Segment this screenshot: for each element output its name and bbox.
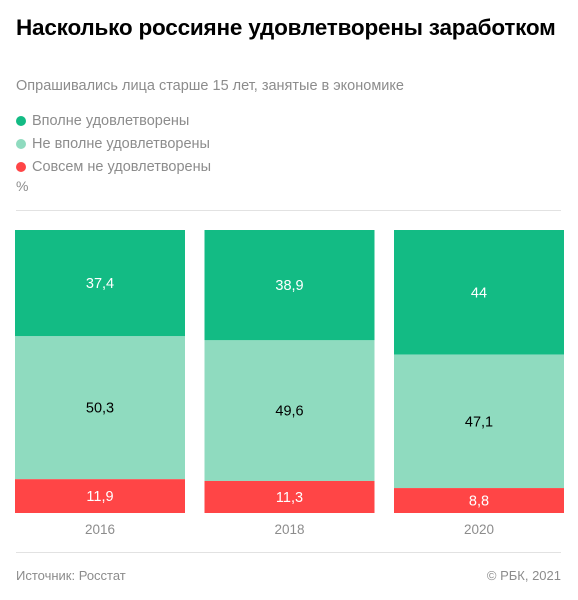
- data-label-2020-1: 44: [471, 285, 487, 301]
- data-label-2020-3: 8,8: [469, 494, 489, 510]
- legend-item-not-satisfied: Совсем не удовлетворены: [16, 155, 211, 178]
- data-label-2016-2: 50,3: [86, 401, 114, 417]
- legend-label: Вполне удовлетворены: [32, 112, 190, 129]
- data-label-2016-1: 37,4: [86, 276, 114, 292]
- data-label-2018-1: 38,9: [275, 278, 303, 294]
- legend-label: Совсем не удовлетворены: [32, 158, 211, 175]
- x-tick-label-2018: 2018: [274, 522, 304, 537]
- bar-segment-2020-2: [394, 354, 564, 489]
- chart-title: Насколько россияне удовлетворены заработ…: [16, 15, 556, 40]
- copyright-note: © РБК, 2021: [486, 568, 561, 583]
- legend-swatch-icon: [16, 161, 26, 172]
- chart-subtitle: Опрашивались лица старше 15 лет, занятые…: [16, 78, 404, 94]
- bar-segment-2016-2: [15, 336, 185, 480]
- top-divider: [16, 210, 561, 211]
- legend-item-fully-satisfied: Вполне удовлетворены: [16, 109, 211, 132]
- legend-item-partly-satisfied: Не вполне удовлетворены: [16, 132, 211, 155]
- legend-swatch-icon: [16, 115, 26, 126]
- source-note: Источник: Росстат: [16, 568, 126, 583]
- bar-segment-2020-1: [394, 230, 564, 355]
- x-tick-label-2016: 2016: [85, 522, 115, 537]
- data-label-2018-2: 49,6: [275, 404, 303, 420]
- legend: Вполне удовлетворены Не вполне удовлетво…: [16, 109, 211, 178]
- x-tick-label-2020: 2020: [464, 522, 494, 537]
- legend-swatch-icon: [16, 138, 26, 149]
- bar-segment-2018-2: [204, 340, 375, 481]
- bar-segment-2018-1: [204, 230, 375, 341]
- data-label-2016-3: 11,9: [86, 489, 113, 505]
- bar-segment-2016-3: [15, 479, 185, 513]
- bottom-divider: [16, 552, 561, 553]
- bar-segment-2018-3: [204, 480, 375, 513]
- legend-label: Не вполне удовлетворены: [32, 135, 210, 152]
- unit-label: %: [16, 178, 29, 194]
- bar-segment-2016-1: [15, 230, 185, 337]
- data-label-2020-2: 47,1: [465, 414, 493, 430]
- data-label-2018-3: 11,3: [276, 490, 303, 506]
- bar-segment-2020-3: [394, 488, 564, 513]
